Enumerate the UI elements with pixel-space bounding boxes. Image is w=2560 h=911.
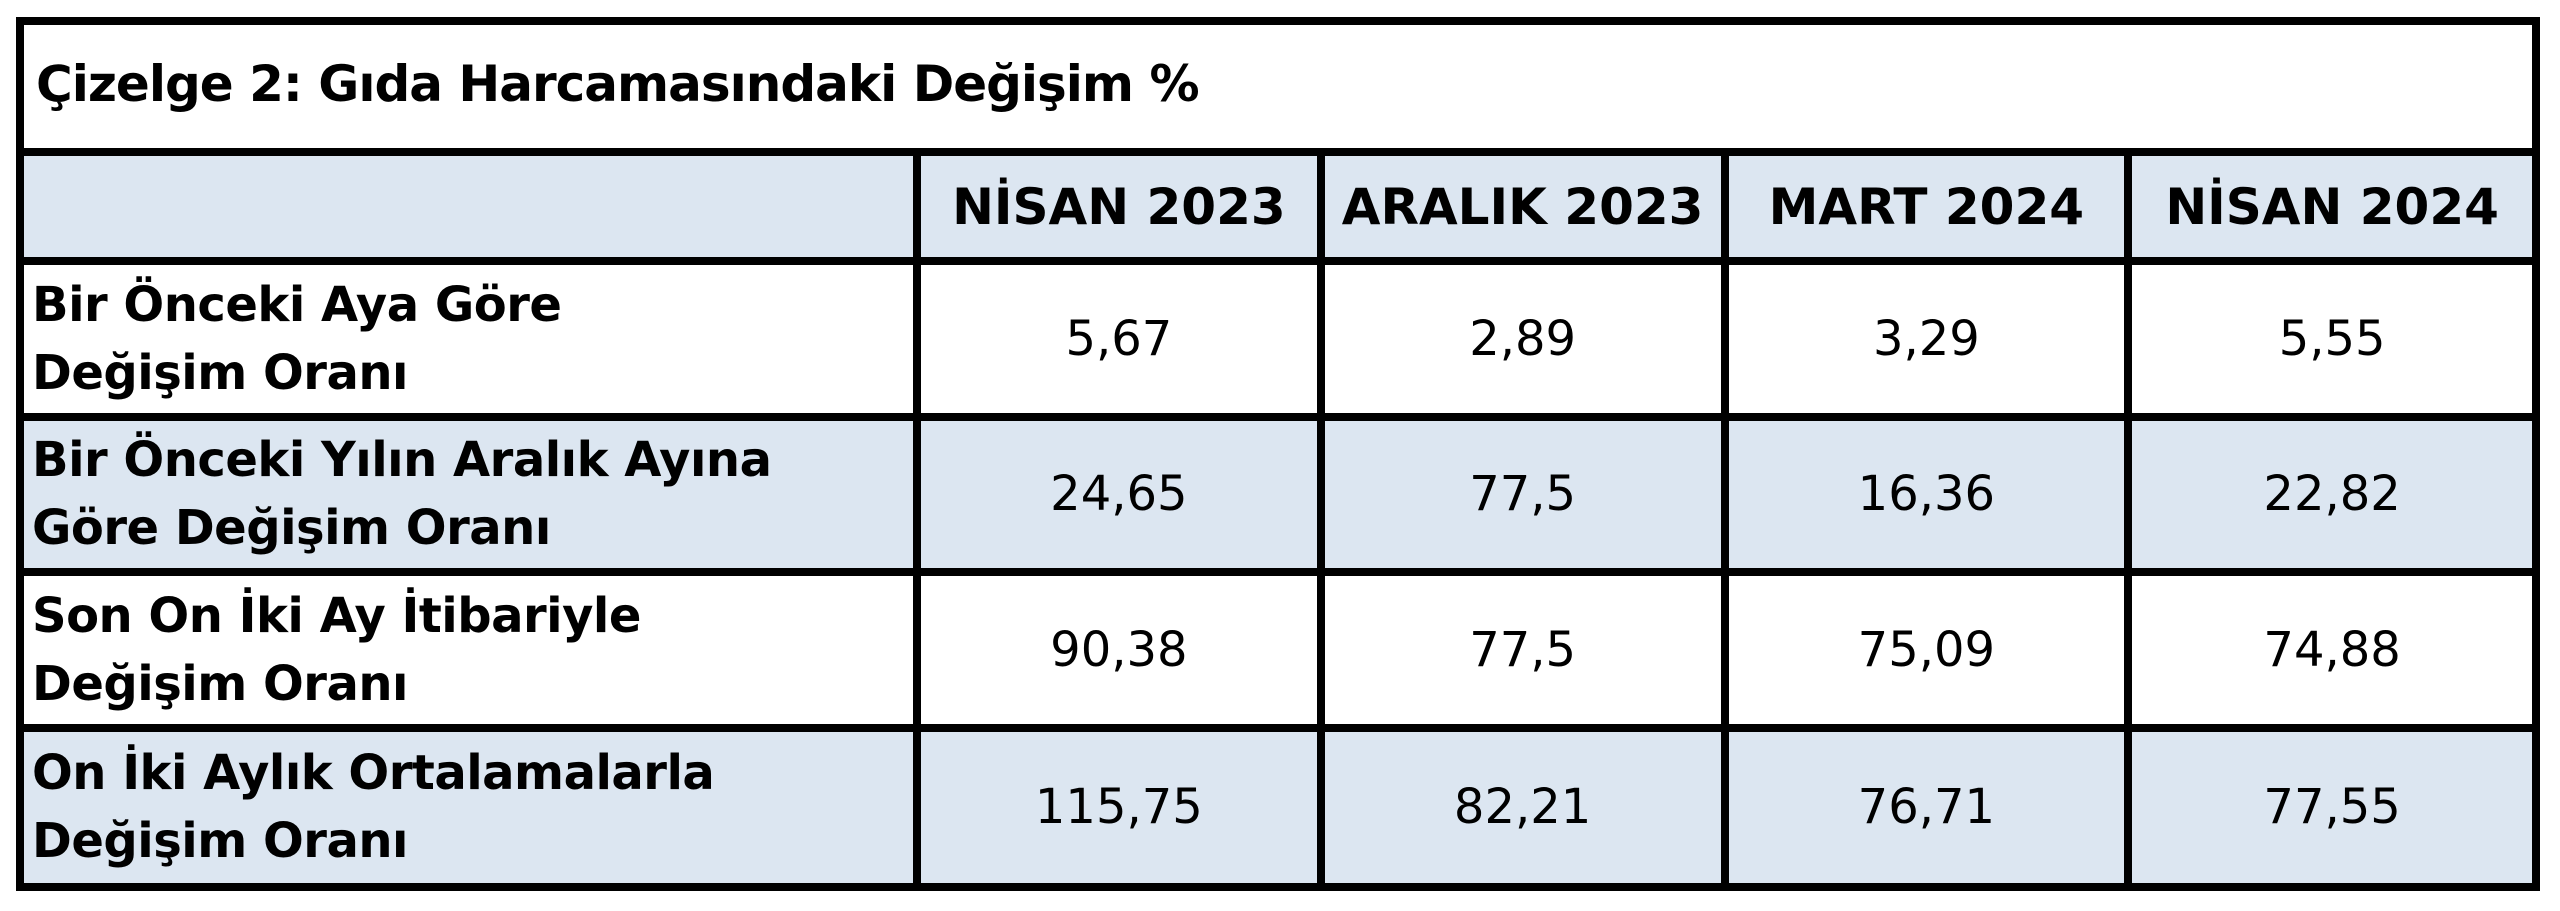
table-cell: 76,71: [1720, 727, 2129, 883]
table-cell: 115,75: [913, 727, 1321, 883]
table-cell: 77,5: [1316, 572, 1725, 732]
table-cell: 82,21: [1316, 727, 1725, 883]
table-row: On İki Aylık Ortalamalarla Değişim Oranı…: [24, 727, 2532, 883]
table-cell: 77,5: [1316, 416, 1725, 576]
table-frame: Çizelge 2: Gıda Harcamasındaki Değişim %…: [16, 17, 2540, 891]
row-label-line: Değişim Oranı: [32, 655, 408, 712]
row-label: Son On İki Ay İtibariyle Değişim Oranı: [24, 572, 917, 732]
row-label: On İki Aylık Ortalamalarla Değişim Oranı: [24, 727, 917, 883]
table-row: Son On İki Ay İtibariyle Değişim Oranı 9…: [24, 572, 2532, 732]
table-row: Bir Önceki Aya Göre Değişim Oranı 5,67 2…: [24, 261, 2532, 421]
row-label-line: Değişim Oranı: [32, 344, 408, 401]
table-cell: 3,29: [1720, 261, 2129, 421]
table-cell: 74,88: [2124, 572, 2532, 732]
column-header-nisan-2023: NİSAN 2023: [913, 156, 1321, 265]
row-label: Bir Önceki Yılın Aralık Ayına Göre Değiş…: [24, 416, 917, 576]
table-cell: 5,67: [913, 261, 1321, 421]
row-label-line: Göre Değişim Oranı: [32, 500, 551, 557]
table-cell: 75,09: [1720, 572, 2129, 732]
table-cell: 22,82: [2124, 416, 2532, 576]
row-label: Bir Önceki Aya Göre Değişim Oranı: [24, 261, 917, 421]
column-header-nisan-2024: NİSAN 2024: [2124, 156, 2532, 265]
table-title: Çizelge 2: Gıda Harcamasındaki Değişim %: [36, 55, 1200, 113]
table-cell: 90,38: [913, 572, 1321, 732]
row-label-line: On İki Aylık Ortalamalarla: [32, 745, 715, 802]
column-header-aralik-2023: ARALIK 2023: [1316, 156, 1725, 265]
table-title-row: Çizelge 2: Gıda Harcamasındaki Değişim %: [24, 25, 2532, 156]
row-label-line: Bir Önceki Yılın Aralık Ayına: [32, 432, 772, 489]
column-header-mart-2024: MART 2024: [1720, 156, 2129, 265]
header-corner-cell: [24, 156, 917, 265]
table-row: Bir Önceki Yılın Aralık Ayına Göre Değiş…: [24, 416, 2532, 576]
table-cell: 16,36: [1720, 416, 2129, 576]
row-label-line: Son On İki Ay İtibariyle: [32, 587, 641, 644]
row-label-line: Değişim Oranı: [32, 813, 408, 870]
table-cell: 24,65: [913, 416, 1321, 576]
table-cell: 77,55: [2124, 727, 2532, 883]
table-cell: 5,55: [2124, 261, 2532, 421]
row-label-line: Bir Önceki Aya Göre: [32, 276, 562, 333]
data-table: NİSAN 2023 ARALIK 2023 MART 2024 NİSAN 2…: [24, 156, 2532, 883]
table-cell: 2,89: [1316, 261, 1725, 421]
header-row: NİSAN 2023 ARALIK 2023 MART 2024 NİSAN 2…: [24, 156, 2532, 265]
